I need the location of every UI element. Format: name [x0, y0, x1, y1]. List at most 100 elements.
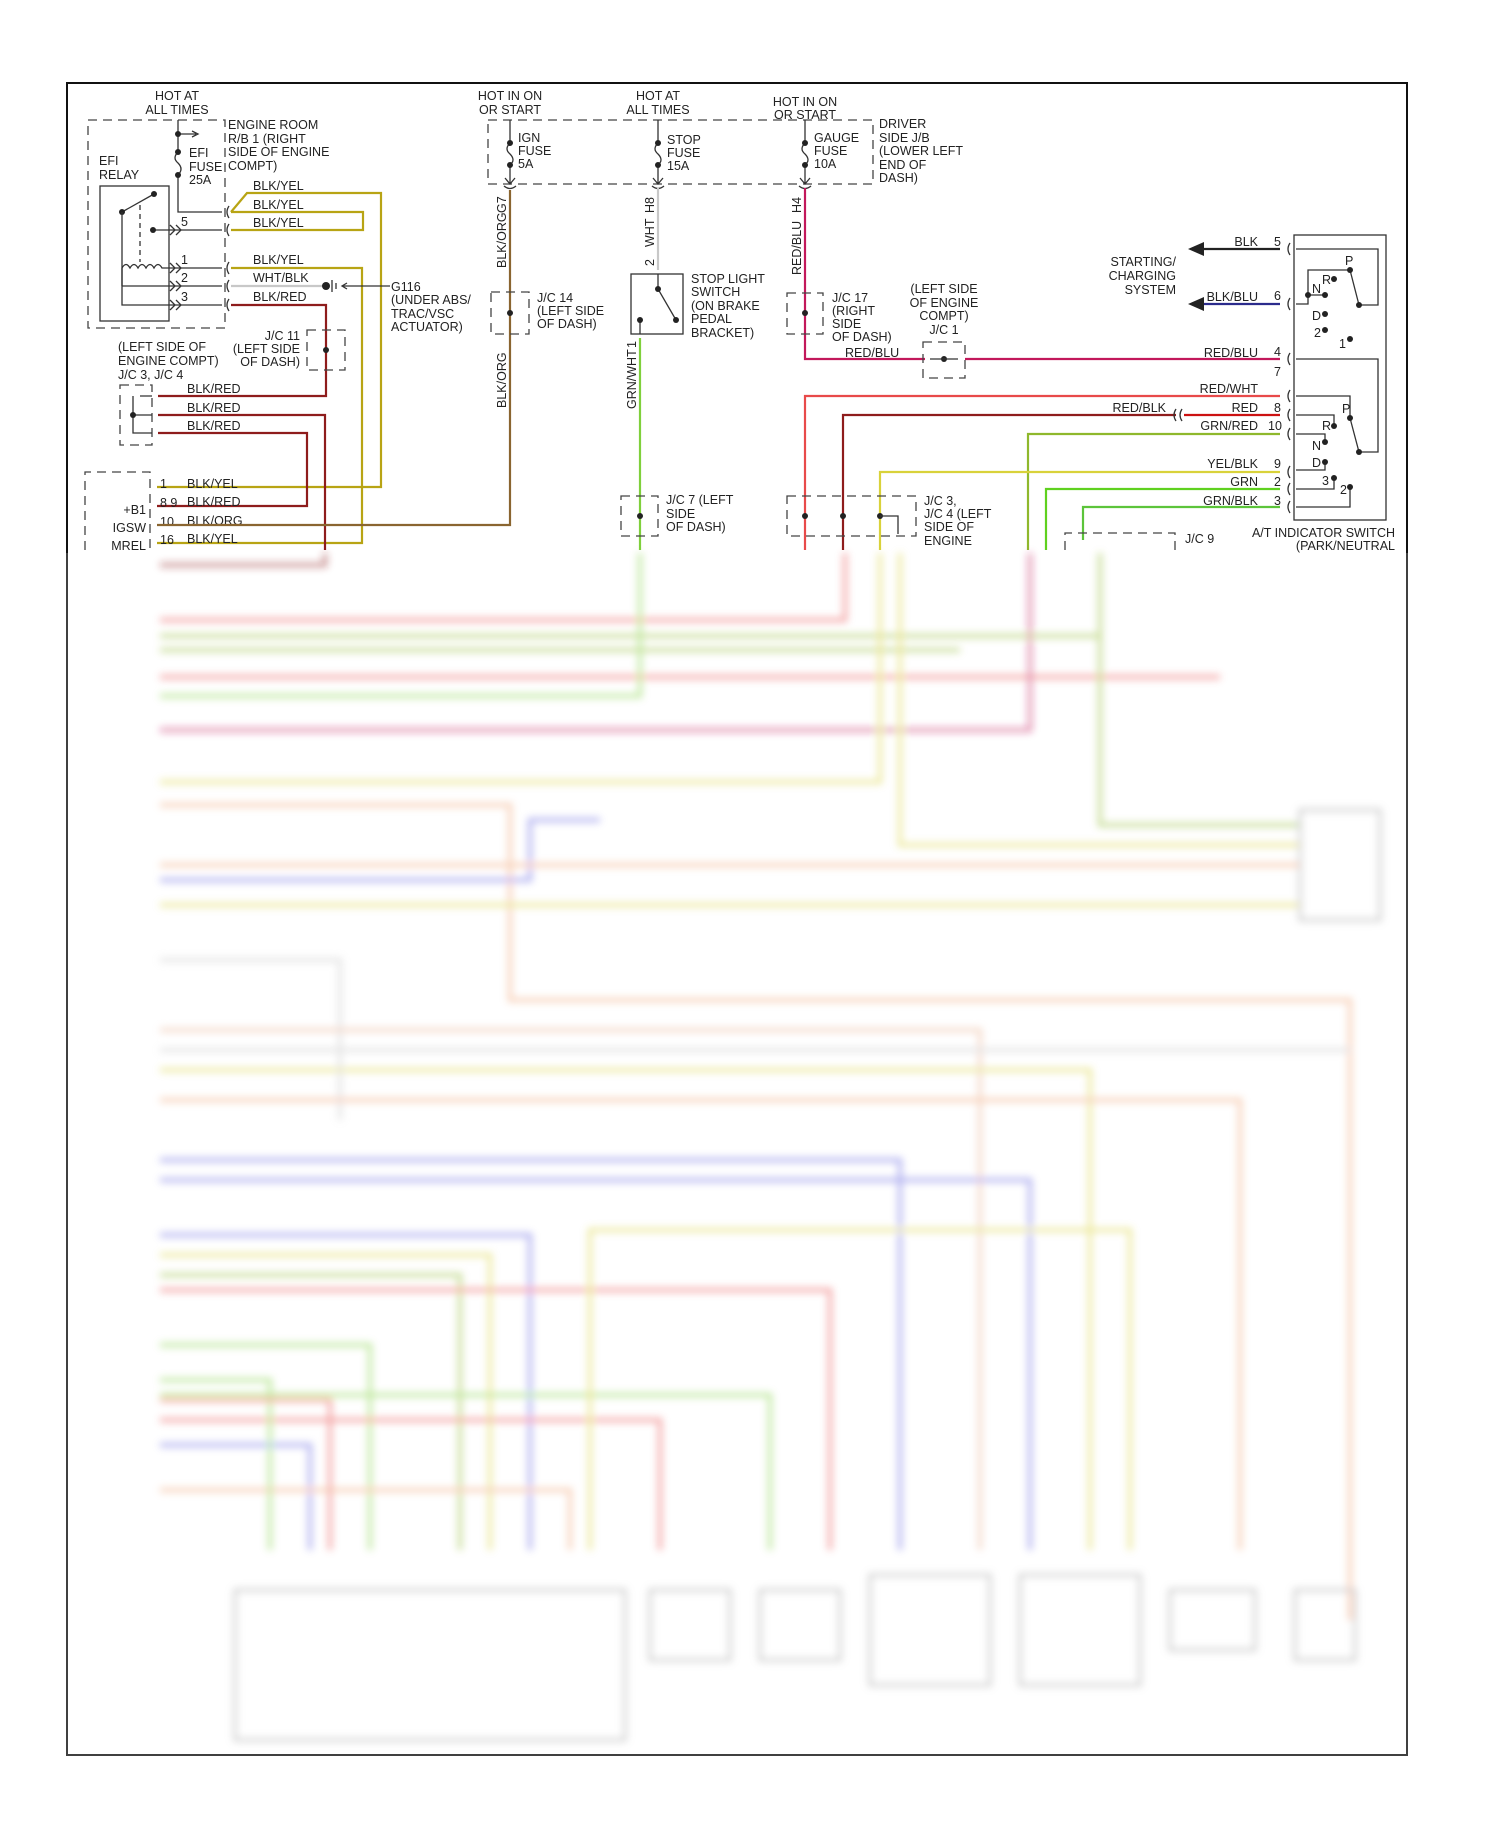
jc7-label: SIDE	[666, 507, 695, 521]
gear-position-label: N	[1312, 439, 1321, 453]
gear-position-label: R	[1322, 419, 1331, 433]
connector-id: H8	[643, 197, 657, 213]
at-switch-label: (PARK/NEUTRAL	[1296, 539, 1395, 553]
wire-label: BLK/RED	[187, 495, 241, 509]
connector-symbols	[1287, 242, 1291, 514]
jc3-jc4-right-label: SIDE OF	[924, 520, 974, 534]
wire-blk-yel	[231, 210, 365, 232]
wire-label: RED/BLU	[1204, 346, 1258, 360]
jc7-label: OF DASH)	[666, 520, 726, 534]
jc1-label: COMPT)	[919, 309, 968, 323]
wire-label: RED/BLU	[790, 221, 804, 275]
stop-light-switch-label: BRACKET)	[691, 326, 754, 340]
ign-hot-label: HOT IN ON	[478, 89, 542, 103]
engine-room-rb-label: R/B 1 (RIGHT	[228, 132, 306, 146]
ign-fuse-symbol	[504, 120, 516, 186]
wire-blk-org	[157, 190, 512, 527]
ecm-pin: 10	[160, 515, 174, 529]
connector-symbols	[226, 205, 230, 312]
jc17-label: SIDE	[832, 317, 861, 331]
wire-label: RED/BLK	[1113, 401, 1167, 415]
jc7-box	[620, 495, 659, 537]
jc1-box	[922, 341, 966, 379]
jc1-label: (LEFT SIDE	[910, 282, 977, 296]
ecm-pin: 8 9	[160, 496, 177, 510]
efi-hot-label: HOT AT	[155, 89, 199, 103]
junction-wiring	[132, 395, 152, 434]
relay-switch-contact	[121, 193, 155, 213]
wire-red-wht	[803, 394, 1280, 550]
wire-label: GRN/WHT	[625, 349, 639, 409]
driver-jb-label: SIDE J/B	[879, 131, 930, 145]
wire-label: GRN/BLK	[1203, 494, 1259, 508]
jc1-label: OF ENGINE	[910, 296, 979, 310]
obscured-wiring	[160, 553, 1382, 1742]
driver-jb-label: (LOWER LEFT	[879, 144, 963, 158]
wire-label: BLK	[1234, 235, 1258, 249]
ecm-box	[84, 471, 151, 550]
gear-position-label: N	[1312, 282, 1321, 296]
at-switch-pin: 4	[1274, 345, 1281, 359]
connector-id: G7	[495, 196, 509, 213]
wire-label: GRN	[1230, 475, 1258, 489]
gauge-hot-label: OR START	[774, 108, 836, 122]
wire-label: BLK/YEL	[187, 532, 238, 546]
stop-fuse-label: FUSE	[667, 146, 700, 160]
g116-label: TRAC/VSC	[391, 307, 454, 321]
gear-position-label: 2	[1340, 483, 1347, 497]
jc3-jc4-left-label: J/C 3, J/C 4	[118, 368, 183, 382]
wire-yel-blk	[878, 470, 1280, 550]
driver-jb-label: DASH)	[879, 171, 918, 185]
jc3-jc4-right-box	[786, 495, 917, 537]
ecm-terminal-label: +B1	[123, 503, 146, 517]
ecm-terminal-label: IGSW	[113, 521, 147, 535]
ign-fuse-label: 5A	[518, 157, 534, 171]
arrow-left-icon	[1188, 297, 1204, 311]
wire-blk-red	[158, 413, 327, 550]
starting-charging-label: CHARGING	[1109, 269, 1176, 283]
ign-fuse-label: FUSE	[518, 144, 551, 158]
stop-light-switch-box	[630, 273, 684, 335]
ecm-pin: 16	[160, 533, 174, 547]
fuse-dot	[175, 172, 181, 178]
engine-room-rb-label: ENGINE ROOM	[228, 118, 318, 132]
gauge-fuse-label: 10A	[814, 157, 837, 171]
inline-connector	[1173, 408, 1183, 422]
connector-id: H4	[790, 197, 804, 213]
relay-pin-number: 2	[181, 271, 188, 285]
junction-wiring	[880, 515, 899, 534]
stop-light-switch-label: (ON BRAKE	[691, 299, 760, 313]
jc17-label: OF DASH)	[832, 330, 892, 344]
at-switch-pin: 9	[1274, 457, 1281, 471]
at-indicator-switch: STARTING/ CHARGING SYSTEM BLK BLK/BLU RE…	[1109, 234, 1395, 553]
gear-position-label: R	[1322, 273, 1331, 287]
jc3-jc4-left-label: ENGINE COMPT)	[118, 354, 219, 368]
at-switch-pin: 8	[1274, 401, 1281, 415]
gear-position-label: D	[1312, 309, 1321, 323]
stop-light-switch-contacts	[639, 274, 677, 334]
jc17-label: J/C 17	[832, 291, 868, 305]
driver-jb-label: END OF	[879, 158, 927, 172]
diagram-frame	[66, 82, 1408, 1756]
stop-fuse-label: 15A	[667, 159, 690, 173]
wire-label: BLK/ORG	[495, 352, 509, 408]
gear-position-label: 2	[1314, 326, 1321, 340]
connector-arrows	[169, 224, 182, 311]
fuse-dot	[175, 149, 181, 155]
wire-grn	[1044, 487, 1280, 550]
efi-fuse-label: 25A	[189, 173, 212, 187]
gauge-hot-label: HOT IN ON	[773, 95, 837, 109]
ground-point	[322, 282, 330, 290]
g116-label: G116	[391, 280, 421, 294]
starting-charging-label: STARTING/	[1110, 255, 1176, 269]
stop-light-switch-label: STOP LIGHT	[691, 272, 765, 286]
wire-label: BLK/YEL	[253, 198, 304, 212]
at-switch-pin: 5	[1274, 235, 1281, 249]
ground-icon	[331, 280, 390, 292]
relay-coil-icon	[121, 263, 168, 287]
jc3-jc4-right-label: ENGINE	[924, 534, 972, 548]
lower-switch-contacts	[1296, 358, 1379, 508]
jc14-label: OF DASH)	[537, 317, 597, 331]
efi-relay-box	[99, 185, 170, 322]
wire-label: BLK/ORG	[495, 212, 509, 268]
